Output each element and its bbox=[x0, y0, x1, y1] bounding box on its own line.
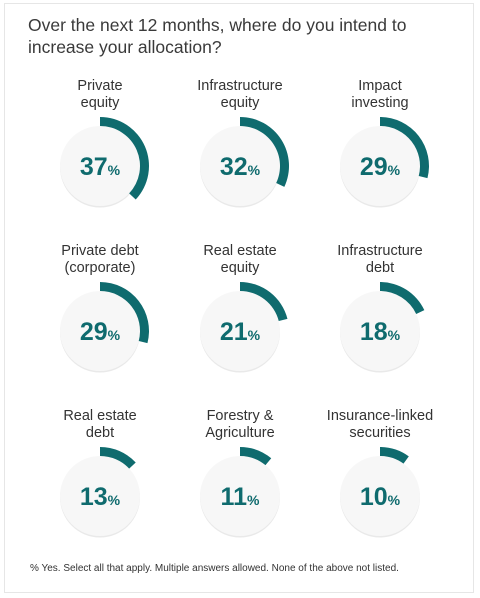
value-number: 29 bbox=[80, 318, 108, 346]
value-unit: % bbox=[388, 492, 401, 508]
value-unit: % bbox=[388, 327, 401, 343]
category-label: Infrastructure debt bbox=[337, 243, 423, 276]
donut-cell: Real estate debt 13% bbox=[20, 408, 180, 573]
donut-arc bbox=[100, 282, 149, 344]
donut-center bbox=[60, 291, 140, 371]
donut-center bbox=[200, 291, 280, 371]
donut-cell: Infrastructure equity 32% bbox=[160, 78, 320, 243]
footnote: % Yes. Select all that apply. Multiple a… bbox=[30, 563, 399, 574]
donut-cell: Real estate equity 21% bbox=[160, 243, 320, 408]
donut-arc bbox=[100, 447, 136, 469]
donut-chart: 21% bbox=[200, 282, 288, 373]
donut-arc bbox=[240, 282, 288, 322]
donut-arc bbox=[380, 117, 429, 179]
donut-chart: 29% bbox=[340, 117, 429, 208]
value-label: 18% bbox=[360, 318, 401, 346]
donut-center bbox=[200, 456, 280, 536]
value-unit: % bbox=[388, 162, 401, 178]
value-unit: % bbox=[248, 162, 261, 178]
donut-arc bbox=[380, 447, 409, 464]
donut-chart: 32% bbox=[200, 117, 289, 208]
value-unit: % bbox=[247, 492, 260, 508]
value-label: 11% bbox=[221, 483, 260, 511]
donut-chart: 18% bbox=[340, 282, 425, 373]
chart-frame bbox=[4, 3, 474, 593]
value-unit: % bbox=[108, 492, 121, 508]
donut-arc bbox=[240, 117, 289, 187]
donut-cell: Private debt (corporate) 29% bbox=[20, 243, 180, 408]
category-label: Private debt (corporate) bbox=[61, 243, 139, 276]
value-number: 32 bbox=[220, 153, 248, 181]
category-label: Private equity bbox=[77, 78, 123, 111]
category-label: Real estate debt bbox=[63, 408, 137, 441]
donut-chart: 37% bbox=[60, 117, 149, 208]
donut-center bbox=[340, 126, 420, 206]
value-label: 29% bbox=[80, 318, 121, 346]
donut-arc bbox=[100, 117, 149, 200]
donut-chart: 13% bbox=[60, 447, 140, 538]
value-number: 21 bbox=[220, 318, 248, 346]
donut-cell: Insurance-linked securities 10% bbox=[300, 408, 460, 573]
value-unit: % bbox=[248, 327, 261, 343]
category-label: Real estate equity bbox=[203, 243, 277, 276]
value-unit: % bbox=[108, 327, 121, 343]
value-label: 32% bbox=[220, 153, 261, 181]
value-label: 37% bbox=[80, 153, 121, 181]
category-label: Impact investing bbox=[351, 78, 409, 111]
donut-center bbox=[340, 291, 420, 371]
donut-center bbox=[60, 456, 140, 536]
category-label: Infrastructure equity bbox=[197, 78, 283, 111]
value-label: 10% bbox=[360, 483, 401, 511]
donut-cell: Private equity 37% bbox=[20, 78, 180, 243]
category-label: Insurance-linked securities bbox=[326, 408, 434, 441]
donut-cell: Infrastructure debt 18% bbox=[300, 243, 460, 408]
donut-center bbox=[200, 126, 280, 206]
value-number: 18 bbox=[360, 318, 388, 346]
value-number: 10 bbox=[360, 483, 388, 511]
value-number: 29 bbox=[360, 153, 388, 181]
value-number: 11 bbox=[221, 483, 248, 511]
donut-cell: Impact investing 29% bbox=[300, 78, 460, 243]
donut-arc bbox=[380, 282, 425, 314]
value-unit: % bbox=[108, 162, 121, 178]
donut-chart: 11% bbox=[200, 447, 280, 538]
donut-center bbox=[340, 456, 420, 536]
donut-arc bbox=[240, 447, 272, 466]
donut-chart: 29% bbox=[60, 282, 149, 373]
donut-center bbox=[60, 126, 140, 206]
value-number: 13 bbox=[80, 483, 108, 511]
chart-title: Over the next 12 months, where do you in… bbox=[28, 15, 407, 57]
value-label: 21% bbox=[220, 318, 261, 346]
value-label: 29% bbox=[360, 153, 401, 181]
donut-cell: Forestry & Agriculture 11% bbox=[160, 408, 320, 573]
category-label: Forestry & Agriculture bbox=[205, 408, 275, 441]
donut-chart: 10% bbox=[340, 447, 420, 538]
value-label: 13% bbox=[80, 483, 121, 511]
value-number: 37 bbox=[80, 153, 108, 181]
